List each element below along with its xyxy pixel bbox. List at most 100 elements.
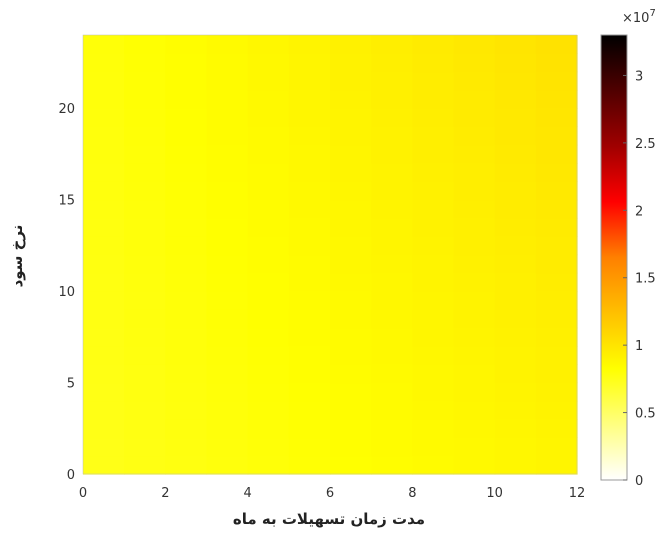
y-tick-label: 5 — [67, 377, 75, 392]
heatmap-cell — [83, 309, 125, 329]
heatmap-cell — [412, 309, 455, 329]
colorbar-tick-label: 0.5 — [635, 407, 656, 422]
heatmap-cell — [535, 345, 578, 365]
colorbar-exponent-power: 7 — [649, 8, 655, 19]
heatmap-cell — [535, 71, 578, 91]
heatmap-cell — [124, 345, 166, 365]
heatmap-cell — [453, 89, 496, 109]
heatmap-cell — [453, 199, 496, 219]
heatmap-cell — [247, 419, 290, 439]
heatmap-cell — [330, 126, 372, 146]
heatmap-cell — [165, 35, 208, 54]
heatmap-cell — [83, 382, 125, 402]
heatmap-cell — [453, 108, 496, 128]
heatmap-cell — [247, 364, 290, 384]
y-tick-label: 10 — [58, 285, 75, 300]
heatmap-cell — [494, 181, 537, 201]
heatmap-cell — [412, 236, 455, 256]
heatmap-cell — [412, 382, 455, 402]
heatmap-cell — [124, 309, 166, 329]
heatmap-cell — [247, 400, 290, 420]
heatmap-cell — [206, 437, 249, 457]
heatmap-cell — [206, 236, 249, 256]
heatmap-cell — [165, 199, 208, 219]
heatmap-cell — [412, 272, 455, 292]
heatmap-cell — [412, 71, 455, 91]
heatmap-cell — [494, 345, 537, 365]
heatmap-cell — [206, 419, 249, 439]
heatmap-cell — [247, 345, 290, 365]
heatmap-cell — [165, 236, 208, 256]
heatmap-cell — [371, 400, 413, 420]
heatmap-cell — [453, 254, 496, 274]
heatmap-cell — [371, 419, 413, 439]
heatmap-cell — [165, 419, 208, 439]
plot-frame — [82, 34, 578, 475]
heatmap-cell — [330, 163, 372, 182]
heatmap-cell — [206, 217, 249, 237]
heatmap-cell — [330, 345, 372, 365]
heatmap-cell — [288, 455, 331, 475]
x-tick-label: 0 — [79, 486, 87, 501]
heatmap-cell — [288, 345, 331, 365]
heatmap-cell — [206, 455, 249, 475]
heatmap-cell — [371, 199, 413, 219]
heatmap-cell — [83, 144, 125, 164]
heatmap-cell — [83, 437, 125, 457]
heatmap-cell — [247, 199, 290, 219]
heatmap-cell — [535, 272, 578, 292]
heatmap-cell — [288, 272, 331, 292]
heatmap-cell — [371, 345, 413, 365]
heatmap-cell — [453, 163, 496, 182]
heatmap-cell — [288, 236, 331, 256]
heatmap-cell — [453, 236, 496, 256]
heatmap-cell — [371, 309, 413, 329]
heatmap-cell — [412, 419, 455, 439]
heatmap-cell — [83, 71, 125, 91]
heatmap-cell — [165, 126, 208, 146]
heatmap-cell — [412, 53, 455, 73]
heatmap-cell — [124, 382, 166, 402]
colorbar-tick-label: 1 — [635, 339, 643, 354]
heatmap-cell — [288, 254, 331, 274]
heatmap-cell — [330, 272, 372, 292]
colorbar-tick-label: 3 — [635, 69, 643, 84]
heatmap-cell — [247, 236, 290, 256]
heatmap-cell — [535, 53, 578, 73]
heatmap-cell — [330, 108, 372, 128]
heatmap-cell — [165, 364, 208, 384]
heatmap-cell — [83, 327, 125, 347]
heatmap-cell — [206, 327, 249, 347]
heatmap-cell — [288, 71, 331, 91]
heatmap-cell — [247, 53, 290, 73]
heatmap-cell — [288, 217, 331, 237]
heatmap-cell — [412, 199, 455, 219]
heatmap-cell — [165, 163, 208, 182]
heatmap-cell — [83, 35, 125, 54]
heatmap-cell — [206, 53, 249, 73]
heatmap-cell — [535, 126, 578, 146]
heatmap-cell — [124, 126, 166, 146]
heatmap-cell — [83, 419, 125, 439]
heatmap-cell — [247, 126, 290, 146]
heatmap-cell — [453, 419, 496, 439]
heatmap-cell — [83, 89, 125, 109]
heatmap-cell — [165, 327, 208, 347]
heatmap-cell — [535, 254, 578, 274]
heatmap-cell — [330, 400, 372, 420]
heatmap-cell — [288, 309, 331, 329]
colorbar-exponent-base: ×10 — [622, 11, 649, 26]
colorbar-ticks: 0 0.5 1 1.5 2 2.5 3 — [623, 69, 656, 489]
x-tick-label: 2 — [161, 486, 169, 501]
heatmap-cell — [535, 108, 578, 128]
heatmap-cell — [371, 272, 413, 292]
heatmap-cell — [206, 382, 249, 402]
heatmap-cell — [494, 437, 537, 457]
heatmap-cell — [371, 163, 413, 182]
heatmap-cell — [124, 254, 166, 274]
heatmap-cell — [535, 163, 578, 182]
heatmap-cell — [535, 181, 578, 201]
heatmap-cell — [165, 217, 208, 237]
heatmap-cell — [371, 71, 413, 91]
